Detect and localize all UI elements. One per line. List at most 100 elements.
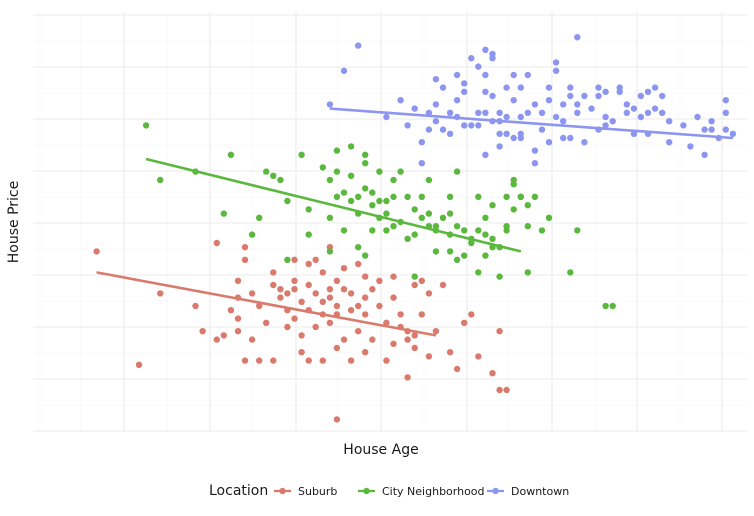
data-point-downtown bbox=[489, 92, 496, 100]
data-point-suburb bbox=[376, 302, 383, 310]
data-point-suburb bbox=[241, 256, 249, 263]
data-point-downtown bbox=[503, 84, 510, 91]
data-point-downtown bbox=[397, 97, 404, 104]
data-point-suburb bbox=[248, 336, 256, 343]
data-point-downtown bbox=[659, 92, 666, 100]
data-point-city-neighborhood bbox=[446, 193, 454, 200]
data-point-city-neighborhood bbox=[453, 168, 461, 175]
data-point-downtown bbox=[602, 122, 609, 129]
x-axis-title: House Age bbox=[343, 442, 418, 458]
data-point-downtown bbox=[545, 139, 553, 146]
data-point-suburb bbox=[157, 290, 164, 297]
data-point-suburb bbox=[291, 315, 298, 322]
data-points bbox=[93, 34, 737, 423]
data-point-downtown bbox=[595, 92, 602, 100]
data-point-suburb bbox=[369, 286, 376, 293]
data-point-city-neighborhood bbox=[510, 181, 517, 188]
data-point-city-neighborhood bbox=[347, 143, 355, 150]
data-point-city-neighborhood bbox=[475, 193, 482, 200]
data-point-downtown bbox=[545, 97, 553, 104]
legend: Location Suburb City Neighborhood Downtown bbox=[209, 483, 569, 499]
data-point-suburb bbox=[376, 277, 383, 284]
data-point-city-neighborhood bbox=[524, 223, 531, 230]
data-point-city-neighborhood bbox=[256, 214, 263, 221]
data-point-suburb bbox=[305, 281, 312, 289]
data-point-suburb bbox=[93, 248, 100, 255]
data-point-downtown bbox=[722, 97, 729, 104]
data-point-downtown bbox=[616, 88, 623, 96]
data-point-downtown bbox=[482, 109, 489, 117]
data-point-downtown bbox=[722, 126, 729, 133]
data-point-city-neighborhood bbox=[510, 206, 517, 213]
trend-line-downtown bbox=[329, 107, 733, 140]
data-point-downtown bbox=[517, 130, 524, 137]
data-point-city-neighborhood bbox=[284, 256, 291, 263]
data-point-downtown bbox=[609, 118, 616, 125]
data-point-city-neighborhood bbox=[503, 193, 510, 200]
data-point-downtown bbox=[482, 88, 489, 96]
data-point-suburb bbox=[227, 307, 235, 314]
data-point-downtown bbox=[708, 126, 715, 133]
data-point-city-neighborhood bbox=[298, 151, 305, 158]
data-point-suburb bbox=[284, 323, 291, 331]
data-point-city-neighborhood bbox=[482, 252, 489, 259]
data-point-suburb bbox=[446, 349, 454, 356]
data-point-city-neighborhood bbox=[305, 231, 312, 238]
data-point-suburb bbox=[277, 286, 284, 293]
data-point-downtown bbox=[510, 97, 517, 104]
data-point-suburb bbox=[241, 244, 249, 251]
data-point-suburb bbox=[326, 319, 334, 326]
data-point-suburb bbox=[340, 286, 348, 293]
data-point-city-neighborhood bbox=[475, 227, 482, 234]
data-point-downtown bbox=[425, 109, 433, 117]
data-point-suburb bbox=[404, 374, 411, 381]
data-point-city-neighborhood bbox=[347, 197, 355, 205]
data-point-suburb bbox=[333, 344, 341, 352]
data-point-downtown bbox=[475, 63, 482, 70]
data-point-city-neighborhood bbox=[319, 164, 326, 171]
data-point-city-neighborhood bbox=[432, 248, 440, 255]
data-point-downtown bbox=[581, 139, 588, 146]
data-point-downtown bbox=[644, 88, 652, 96]
data-point-suburb bbox=[284, 290, 291, 297]
data-point-suburb bbox=[199, 328, 206, 335]
data-point-city-neighborhood bbox=[496, 273, 503, 280]
data-point-city-neighborhood bbox=[376, 197, 383, 205]
data-point-city-neighborhood bbox=[439, 214, 447, 221]
data-point-suburb bbox=[355, 328, 362, 335]
data-point-suburb bbox=[319, 269, 326, 276]
data-point-downtown bbox=[602, 88, 609, 96]
data-point-downtown bbox=[552, 113, 560, 121]
data-point-downtown bbox=[545, 84, 553, 91]
data-point-downtown bbox=[340, 67, 348, 75]
legend-label: City Neighborhood bbox=[382, 485, 485, 498]
data-point-downtown bbox=[659, 109, 666, 117]
data-point-suburb bbox=[234, 315, 242, 322]
data-point-downtown bbox=[567, 134, 574, 142]
data-point-downtown bbox=[482, 71, 489, 79]
data-point-suburb bbox=[397, 311, 404, 318]
data-point-suburb bbox=[277, 294, 284, 301]
data-point-city-neighborhood bbox=[545, 214, 553, 221]
data-point-city-neighborhood bbox=[333, 147, 341, 154]
data-point-city-neighborhood bbox=[609, 302, 616, 310]
data-point-suburb bbox=[270, 357, 277, 364]
data-point-city-neighborhood bbox=[362, 185, 369, 192]
data-point-downtown bbox=[637, 92, 645, 100]
legend-key-point bbox=[492, 487, 499, 495]
data-point-suburb bbox=[383, 357, 390, 364]
data-point-city-neighborhood bbox=[404, 235, 411, 242]
data-point-suburb bbox=[248, 290, 256, 297]
data-point-suburb bbox=[319, 357, 326, 364]
data-point-city-neighborhood bbox=[538, 227, 546, 234]
data-point-suburb bbox=[503, 386, 510, 394]
data-point-city-neighborhood bbox=[446, 210, 454, 217]
data-point-city-neighborhood bbox=[284, 197, 291, 205]
data-point-downtown bbox=[510, 134, 517, 142]
data-point-city-neighborhood bbox=[333, 168, 341, 175]
data-point-city-neighborhood bbox=[305, 206, 312, 213]
data-point-downtown bbox=[567, 84, 574, 91]
data-point-suburb bbox=[298, 298, 305, 305]
data-point-city-neighborhood bbox=[524, 269, 531, 276]
data-point-suburb bbox=[390, 294, 397, 301]
